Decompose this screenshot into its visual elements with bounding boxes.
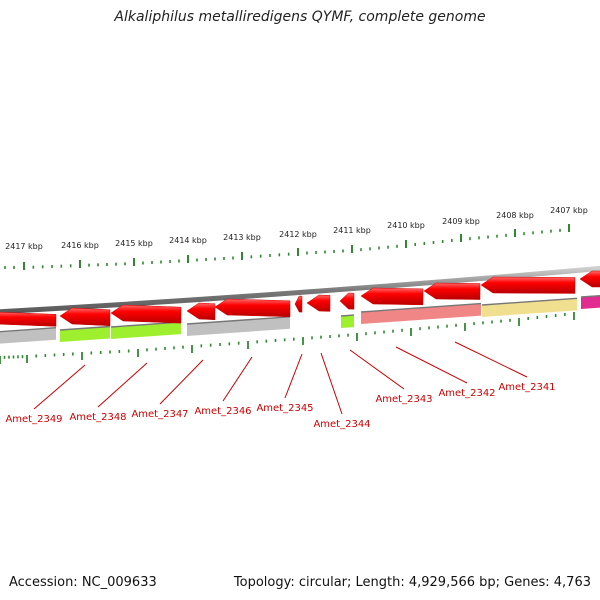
backbone-layer (0, 265, 600, 315)
gene-arrow (186, 302, 216, 321)
leader-line (97, 362, 148, 408)
cog-segment-edge (0, 327, 57, 333)
scale-label: 2409 kbp (442, 217, 480, 226)
leader-line (33, 364, 86, 410)
gene-label: Amet_2349 (5, 414, 62, 425)
cog-segment (361, 303, 481, 324)
scale-label: 2413 kbp (223, 233, 261, 242)
cog-segment (187, 316, 290, 336)
scale-label: 2417 kbp (5, 242, 43, 251)
scale-label: 2410 kbp (387, 221, 425, 230)
cog-segment (581, 295, 600, 309)
gene-arrow (480, 276, 576, 294)
leader-line (349, 349, 405, 390)
scale-label: 2407 kbp (550, 206, 588, 215)
gene-label: Amet_2343 (375, 394, 432, 405)
cog-segment-edge (580, 294, 600, 298)
gene-label: Amet_2346 (194, 406, 251, 417)
gene-arrow (339, 292, 355, 310)
cog-segment (341, 315, 354, 328)
gene-label: Amet_2342 (438, 388, 495, 399)
scale-label: 2412 kbp (279, 230, 317, 239)
cog-segment-edge (481, 297, 578, 306)
scale-label: 2408 kbp (496, 211, 534, 220)
cog-segment-edge (186, 316, 291, 325)
label-layer: Amet_2349 Amet_2348 Amet_2347 Amet_2346 Amet… (5, 341, 556, 430)
scale-label: 2415 kbp (115, 239, 153, 248)
accession-text: Accession: NC_009633 (9, 575, 157, 590)
map-title: Alkaliphilus metalliredigens QYMF, compl… (114, 9, 486, 25)
leader-line (320, 352, 343, 415)
gene-layer (0, 270, 600, 327)
leader-line (284, 353, 303, 399)
cog-segment-edge (59, 325, 111, 331)
gene-arrow (294, 295, 303, 313)
gene-arrow (110, 304, 182, 324)
gene-label: Amet_2345 (256, 403, 313, 414)
cog-segment (60, 326, 110, 342)
cog-segment-edge (360, 302, 482, 313)
genome-summary-text: Topology: circular; Length: 4,929,566 bp… (233, 575, 591, 590)
gene-label: Amet_2348 (69, 412, 126, 423)
gene-label: Amet_2341 (498, 382, 555, 393)
leader-line (395, 346, 468, 384)
cog-segment-edge (340, 314, 355, 317)
leader-line (454, 341, 528, 378)
cog-layer (0, 294, 600, 344)
gene-arrow (423, 282, 481, 300)
gene-arrow (579, 270, 600, 288)
gene-arrow (306, 294, 331, 312)
gene-arrow (360, 287, 424, 306)
cog-segment (0, 327, 56, 344)
gene-arrow (0, 311, 57, 327)
leader-line (222, 356, 253, 402)
scale-layer: 2417 kbp 2416 kbp 2415 kbp 2414 kbp 2413 kbp… (0, 206, 588, 364)
cog-segment (482, 298, 577, 317)
scale-label: 2416 kbp (61, 241, 99, 250)
gene-label: Amet_2344 (313, 419, 370, 430)
scale-label: 2411 kbp (333, 226, 371, 235)
gene-label: Amet_2347 (131, 409, 188, 420)
scale-label: 2414 kbp (169, 236, 207, 245)
gene-arrow (214, 298, 291, 318)
gene-arrow (59, 307, 111, 326)
leader-line (159, 359, 204, 405)
backbone-arc (0, 265, 600, 315)
